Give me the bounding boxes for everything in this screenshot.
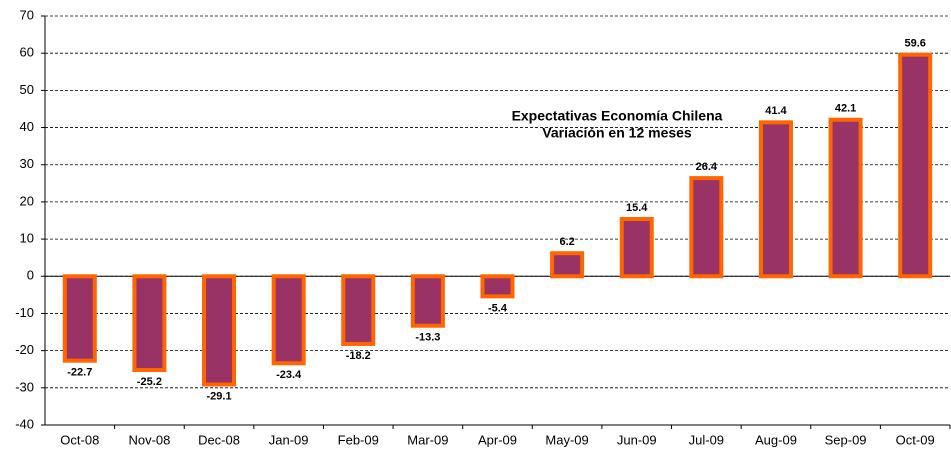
bar <box>480 274 515 299</box>
data-label: -18.2 <box>346 350 371 362</box>
data-label: 59.6 <box>904 38 925 50</box>
chart-subtitle: Variación en 12 meses <box>542 125 692 141</box>
y-tick-label: 60 <box>20 45 34 60</box>
y-tick-label: 40 <box>20 119 34 134</box>
bar <box>550 251 585 279</box>
x-tick-label: May-09 <box>545 432 588 447</box>
x-tick-label: Dec-08 <box>198 432 240 447</box>
chart-title: Expectativas Economía Chilena <box>512 108 723 124</box>
y-tick-label: -20 <box>15 342 34 357</box>
y-tick-label: 70 <box>20 7 34 22</box>
x-tick-label: Oct-08 <box>60 432 99 447</box>
x-tick-label: Feb-09 <box>338 432 379 447</box>
data-label: 41.4 <box>765 105 787 117</box>
bar <box>689 176 724 279</box>
data-label: 15.4 <box>626 202 648 214</box>
x-tick-label: Jun-09 <box>617 432 657 447</box>
y-tick-label: 10 <box>20 231 34 246</box>
x-tick-label: Jan-09 <box>269 432 309 447</box>
bar <box>271 274 306 366</box>
bar <box>758 120 793 279</box>
bar <box>62 274 97 363</box>
data-label: -13.3 <box>415 332 440 344</box>
x-tick-label: Nov-08 <box>128 432 170 447</box>
bar <box>828 117 863 279</box>
data-label: -29.1 <box>206 390 231 402</box>
bar <box>619 217 654 279</box>
x-tick-label: Aug-09 <box>755 432 797 447</box>
bar <box>341 274 376 346</box>
y-tick-label: 20 <box>20 193 34 208</box>
data-label: -5.4 <box>488 302 508 314</box>
x-tick-label: Apr-09 <box>478 432 517 447</box>
y-tick-label: -30 <box>15 379 34 394</box>
bar <box>132 274 167 372</box>
y-tick-label: -40 <box>15 416 34 431</box>
data-label: 42.1 <box>835 103 856 115</box>
x-tick-label: Jul-09 <box>689 432 724 447</box>
y-tick-label: 50 <box>20 82 34 97</box>
y-tick-label: 30 <box>20 156 34 171</box>
data-label: -22.7 <box>67 367 92 379</box>
x-tick-label: Sep-09 <box>825 432 867 447</box>
bar <box>410 274 445 328</box>
data-label: -25.2 <box>137 376 162 388</box>
bar <box>202 274 237 387</box>
data-label: 26.4 <box>696 161 718 173</box>
x-tick-label: Mar-09 <box>407 432 448 447</box>
data-label: 6.2 <box>559 236 574 248</box>
y-tick-label: -10 <box>15 305 34 320</box>
y-tick-label: 0 <box>27 268 34 283</box>
bar <box>898 52 933 279</box>
data-label: -23.4 <box>276 369 302 381</box>
x-tick-label: Oct-09 <box>896 432 935 447</box>
